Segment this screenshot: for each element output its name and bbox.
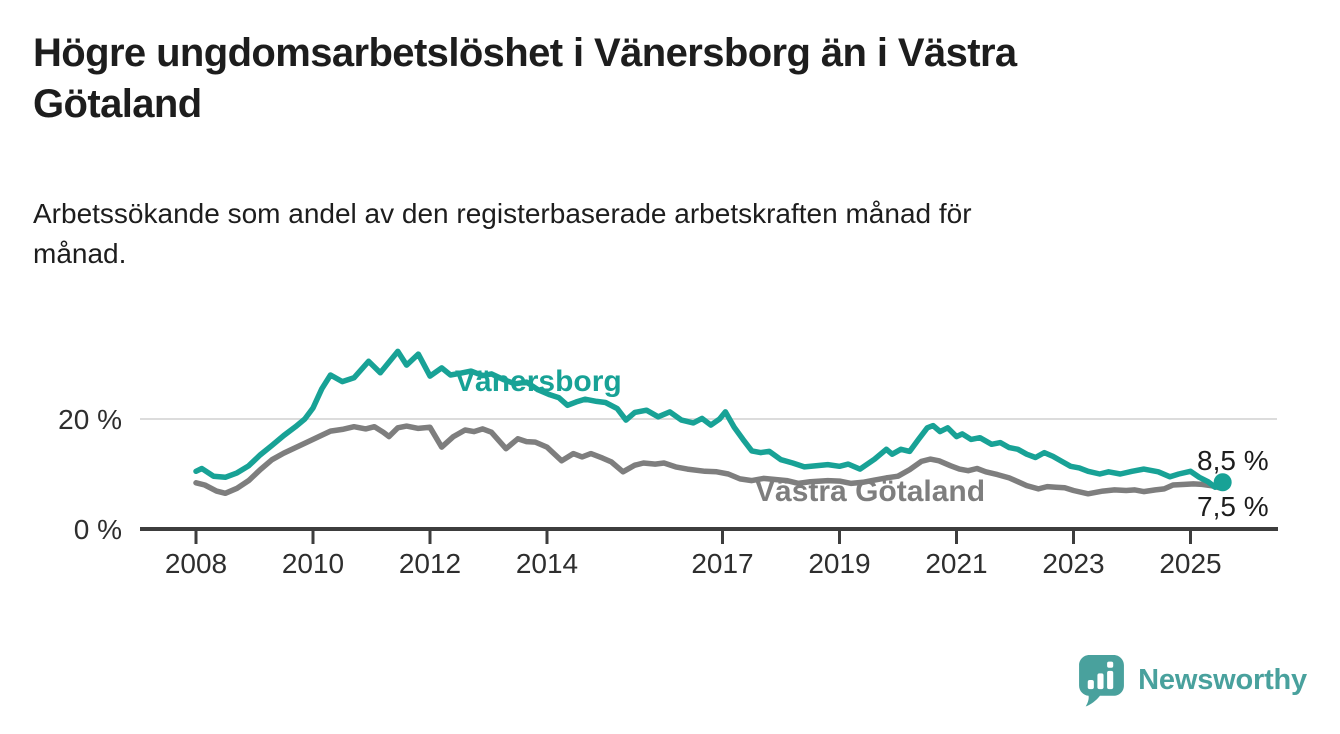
series-line-vastra-gotaland bbox=[193, 423, 1223, 497]
series-line-vanersborg bbox=[193, 348, 1226, 490]
page-title-line-2: Götaland bbox=[33, 82, 202, 126]
logo-bar-medium bbox=[1097, 672, 1104, 689]
chart-subtitle: Arbetssökande som andel av den registerb… bbox=[33, 194, 972, 274]
x-tick-label: 2025 bbox=[1159, 548, 1221, 579]
chart-subtitle-line-2: månad. bbox=[33, 238, 127, 269]
x-tick-label: 2021 bbox=[925, 548, 987, 579]
logo-bar-short bbox=[1087, 679, 1095, 689]
logo-bar-tall bbox=[1107, 670, 1114, 689]
end-value-label-vanersborg: 8,5 % bbox=[1197, 445, 1269, 476]
newsworthy-logo-text: Newsworthy bbox=[1138, 663, 1307, 696]
x-tick-label: 2019 bbox=[808, 548, 870, 579]
logo-exclamation-dot bbox=[1107, 661, 1114, 668]
series-end-dot bbox=[1213, 473, 1232, 492]
x-tick-label: 2010 bbox=[282, 548, 344, 579]
newsworthy-logo: Newsworthy bbox=[1078, 654, 1307, 706]
x-tick-label: 2012 bbox=[399, 548, 461, 579]
page-title-line-1: Högre ungdomsarbetslöshet i Vänersborg ä… bbox=[33, 31, 1017, 75]
page-title: Högre ungdomsarbetslöshet i Vänersborg ä… bbox=[33, 28, 1017, 130]
end-value-label-vastra-gotaland: 7,5 % bbox=[1197, 491, 1269, 522]
y-tick-label: 0 % bbox=[74, 514, 122, 545]
series-label-vanersborg: Vänersborg bbox=[455, 365, 622, 398]
x-tick-label: 2014 bbox=[516, 548, 578, 579]
x-tick-label: 2017 bbox=[691, 548, 753, 579]
y-tick-label: 20 % bbox=[58, 404, 122, 435]
series-label-vastra-gotaland: Västra Götaland bbox=[755, 475, 985, 508]
newsworthy-logo-icon bbox=[1079, 654, 1125, 706]
x-tick-label: 2008 bbox=[165, 548, 227, 579]
chart-subtitle-line-1: Arbetssökande som andel av den registerb… bbox=[33, 198, 972, 229]
x-tick-label: 2023 bbox=[1042, 548, 1104, 579]
